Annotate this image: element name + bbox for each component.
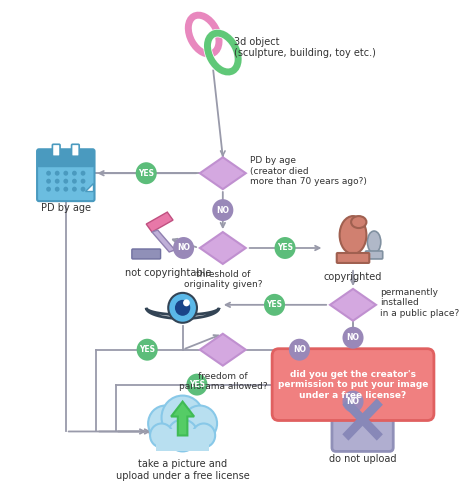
FancyBboxPatch shape bbox=[72, 144, 79, 156]
Ellipse shape bbox=[339, 216, 366, 254]
Text: YES: YES bbox=[139, 345, 155, 354]
Text: threshold of
originality given?: threshold of originality given? bbox=[183, 270, 262, 289]
Circle shape bbox=[150, 424, 173, 447]
Polygon shape bbox=[342, 398, 383, 440]
Circle shape bbox=[173, 237, 194, 259]
Circle shape bbox=[81, 171, 85, 176]
Circle shape bbox=[72, 187, 77, 191]
Ellipse shape bbox=[351, 216, 366, 228]
Circle shape bbox=[343, 390, 364, 412]
Text: YES: YES bbox=[189, 380, 205, 389]
Circle shape bbox=[186, 374, 208, 396]
Circle shape bbox=[64, 171, 68, 176]
Polygon shape bbox=[200, 232, 246, 264]
Polygon shape bbox=[171, 402, 194, 436]
FancyBboxPatch shape bbox=[37, 149, 94, 167]
Text: did you get the creator's
permission to put your image
under a free license?: did you get the creator's permission to … bbox=[278, 370, 428, 400]
Circle shape bbox=[136, 162, 157, 184]
Circle shape bbox=[183, 300, 190, 306]
FancyBboxPatch shape bbox=[337, 253, 369, 263]
FancyBboxPatch shape bbox=[156, 430, 210, 451]
Text: PD by age
(creator died
more than 70 years ago?): PD by age (creator died more than 70 yea… bbox=[250, 156, 366, 186]
Text: take a picture and
upload under a free license: take a picture and upload under a free l… bbox=[116, 460, 249, 481]
Circle shape bbox=[167, 419, 198, 451]
Polygon shape bbox=[200, 157, 246, 189]
Circle shape bbox=[55, 187, 60, 191]
Text: NO: NO bbox=[346, 397, 359, 406]
Polygon shape bbox=[146, 212, 173, 232]
Polygon shape bbox=[152, 230, 175, 252]
Circle shape bbox=[64, 187, 68, 191]
Text: NO: NO bbox=[346, 333, 359, 342]
Circle shape bbox=[72, 171, 77, 176]
Circle shape bbox=[192, 424, 215, 447]
Circle shape bbox=[162, 396, 204, 439]
Circle shape bbox=[182, 406, 217, 441]
Circle shape bbox=[81, 187, 85, 191]
Circle shape bbox=[343, 327, 364, 349]
Circle shape bbox=[46, 171, 51, 176]
Polygon shape bbox=[85, 183, 92, 191]
FancyBboxPatch shape bbox=[132, 249, 161, 259]
Text: permanently
installed
in a public place?: permanently installed in a public place? bbox=[380, 288, 459, 318]
Text: YES: YES bbox=[277, 244, 293, 252]
Polygon shape bbox=[330, 289, 376, 321]
Polygon shape bbox=[200, 334, 246, 366]
Text: YES: YES bbox=[266, 300, 283, 309]
FancyBboxPatch shape bbox=[53, 144, 60, 156]
Text: YES: YES bbox=[138, 169, 154, 178]
FancyBboxPatch shape bbox=[365, 251, 383, 259]
Circle shape bbox=[289, 339, 310, 361]
Polygon shape bbox=[146, 308, 219, 319]
Text: PD by age: PD by age bbox=[41, 203, 91, 213]
FancyBboxPatch shape bbox=[37, 149, 94, 201]
FancyBboxPatch shape bbox=[272, 349, 434, 420]
Circle shape bbox=[175, 300, 190, 316]
Circle shape bbox=[168, 293, 197, 323]
Text: freedom of
panorama allowed?: freedom of panorama allowed? bbox=[179, 372, 267, 391]
Text: NO: NO bbox=[216, 206, 229, 215]
Circle shape bbox=[148, 406, 182, 441]
Circle shape bbox=[274, 237, 296, 259]
Circle shape bbox=[72, 179, 77, 184]
FancyBboxPatch shape bbox=[332, 387, 393, 451]
Text: do not upload: do not upload bbox=[329, 454, 396, 464]
Circle shape bbox=[46, 179, 51, 184]
Circle shape bbox=[46, 187, 51, 191]
Circle shape bbox=[64, 179, 68, 184]
Text: copyrighted: copyrighted bbox=[324, 272, 382, 282]
Text: NO: NO bbox=[177, 244, 190, 252]
Circle shape bbox=[137, 339, 158, 361]
Circle shape bbox=[55, 179, 60, 184]
Circle shape bbox=[212, 199, 233, 221]
Polygon shape bbox=[342, 398, 383, 440]
Text: not copyrightable: not copyrightable bbox=[125, 268, 211, 278]
Text: NO: NO bbox=[293, 345, 306, 354]
Circle shape bbox=[55, 171, 60, 176]
Ellipse shape bbox=[367, 231, 381, 253]
Text: 3d object
(sculpture, building, toy etc.): 3d object (sculpture, building, toy etc.… bbox=[234, 37, 376, 58]
Circle shape bbox=[264, 294, 285, 316]
Circle shape bbox=[81, 179, 85, 184]
